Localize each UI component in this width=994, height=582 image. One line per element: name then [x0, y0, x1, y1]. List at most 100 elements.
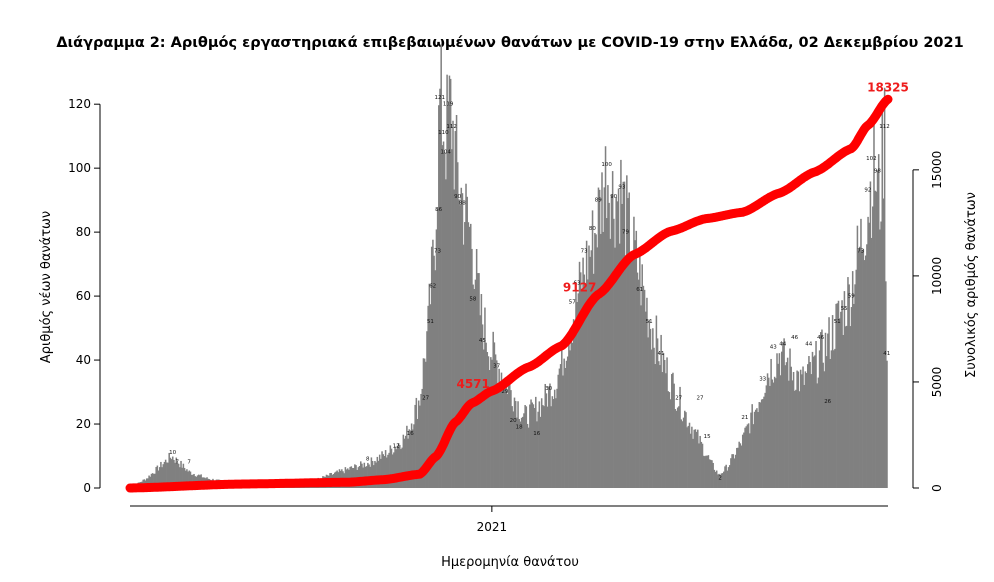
daily-deaths-bar-label: 18	[516, 424, 523, 430]
daily-deaths-bar	[503, 386, 505, 488]
daily-deaths-bar	[643, 289, 646, 488]
daily-deaths-bar	[779, 375, 782, 488]
daily-deaths-bar	[181, 467, 183, 488]
daily-deaths-bar	[537, 411, 539, 488]
daily-deaths-bar	[660, 334, 662, 488]
daily-deaths-bar-label: 10	[169, 450, 176, 456]
daily-deaths-bar	[539, 416, 542, 488]
daily-deaths-bar	[175, 457, 178, 488]
daily-deaths-bar	[856, 225, 859, 489]
daily-deaths-bar	[854, 284, 856, 488]
daily-deaths-bar	[423, 358, 426, 488]
daily-deaths-bar	[582, 257, 584, 488]
daily-deaths-bar	[556, 388, 558, 488]
daily-deaths-bar	[886, 360, 888, 488]
daily-deaths-bar	[859, 246, 861, 488]
daily-deaths-bar	[863, 260, 866, 488]
daily-deaths-bar	[374, 460, 376, 488]
daily-deaths-bar	[389, 445, 392, 488]
daily-deaths-bar	[713, 469, 716, 488]
daily-deaths-bar	[390, 448, 393, 488]
y-axis-label: Αριθμός νέων θανάτων	[39, 211, 54, 363]
daily-deaths-bar-label: 46	[817, 335, 824, 341]
daily-deaths-bar	[183, 467, 186, 488]
daily-deaths-bar	[646, 297, 648, 488]
daily-deaths-bar	[687, 425, 690, 488]
daily-deaths-bar	[758, 402, 761, 488]
daily-deaths-bar	[516, 417, 518, 488]
daily-deaths-bar	[723, 471, 725, 488]
daily-deaths-bar	[575, 283, 577, 488]
daily-deaths-bar	[731, 454, 733, 488]
daily-deaths-bar	[718, 473, 720, 488]
daily-deaths-bar	[391, 454, 394, 488]
daily-deaths-bar	[396, 445, 399, 488]
daily-deaths-bar	[558, 368, 561, 488]
daily-deaths-bar	[506, 393, 509, 488]
daily-deaths-bar-label: 2	[718, 476, 722, 482]
daily-deaths-bar	[676, 407, 679, 488]
daily-deaths-bar	[864, 255, 867, 488]
daily-deaths-bar	[847, 277, 849, 488]
daily-deaths-bar-label: 7	[176, 460, 180, 466]
daily-deaths-bar	[441, 145, 444, 488]
daily-deaths-bar	[377, 460, 380, 488]
daily-deaths-bar	[661, 372, 664, 488]
daily-deaths-bar	[370, 457, 373, 488]
daily-deaths-bar-label: 104	[440, 149, 451, 155]
daily-deaths-bar-label: 46	[791, 335, 798, 341]
daily-deaths-bar	[529, 404, 531, 488]
right-axis-tick-label: 15000	[930, 151, 944, 189]
daily-deaths-bar	[393, 452, 395, 488]
daily-deaths-bar	[585, 240, 588, 488]
daily-deaths-bar	[882, 198, 885, 488]
daily-deaths-bar	[734, 454, 737, 488]
daily-deaths-bar	[602, 231, 604, 488]
daily-deaths-bar	[176, 462, 179, 488]
daily-deaths-bar	[505, 378, 507, 488]
left-axis-tick-label: 60	[76, 289, 91, 303]
daily-deaths-bar	[177, 463, 180, 488]
daily-deaths-bar	[361, 463, 363, 488]
daily-deaths-bar	[530, 399, 532, 488]
daily-deaths-bar	[523, 413, 525, 488]
daily-deaths-bar	[459, 205, 461, 488]
daily-deaths-bar	[639, 253, 641, 488]
daily-deaths-bar	[414, 404, 416, 488]
daily-deaths-bar	[821, 329, 823, 488]
daily-deaths-bar	[698, 443, 700, 488]
daily-deaths-bar	[721, 473, 724, 488]
daily-deaths-bar	[577, 293, 580, 488]
daily-deaths-bar	[738, 441, 740, 488]
daily-deaths-bar	[568, 342, 570, 488]
daily-deaths-bar	[538, 401, 541, 488]
daily-deaths-bar-label: 110	[438, 130, 449, 136]
daily-deaths-bar	[465, 183, 467, 488]
daily-deaths-bar	[188, 470, 191, 488]
daily-deaths-bar	[744, 427, 746, 488]
x-axis: 2021	[130, 505, 888, 534]
daily-deaths-bar	[531, 402, 533, 488]
daily-deaths-bar	[446, 74, 448, 488]
daily-deaths-bar	[667, 391, 669, 488]
daily-deaths-bar	[475, 249, 478, 488]
daily-deaths-bar	[610, 194, 613, 489]
daily-deaths-bar	[675, 410, 678, 488]
daily-deaths-bar-label: 44	[779, 341, 786, 347]
daily-deaths-bar	[427, 305, 429, 488]
daily-deaths-bar	[627, 198, 629, 488]
daily-deaths-bar	[512, 411, 515, 488]
daily-deaths-bar	[426, 331, 428, 488]
daily-deaths-bar-label: 12	[393, 444, 400, 450]
daily-deaths-bar	[805, 373, 808, 488]
daily-deaths-bar	[151, 473, 154, 488]
daily-deaths-bar	[778, 353, 781, 488]
daily-deaths-bar	[519, 421, 522, 488]
daily-deaths-bar-label: 92	[864, 188, 871, 194]
daily-deaths-bar-label: 121	[435, 95, 446, 101]
daily-deaths-bar	[857, 248, 860, 488]
daily-deaths-bar-label: 112	[879, 124, 890, 130]
daily-deaths-bar	[474, 279, 477, 488]
daily-deaths-bar-label: 44	[805, 341, 812, 347]
daily-deaths-bar	[164, 459, 167, 488]
